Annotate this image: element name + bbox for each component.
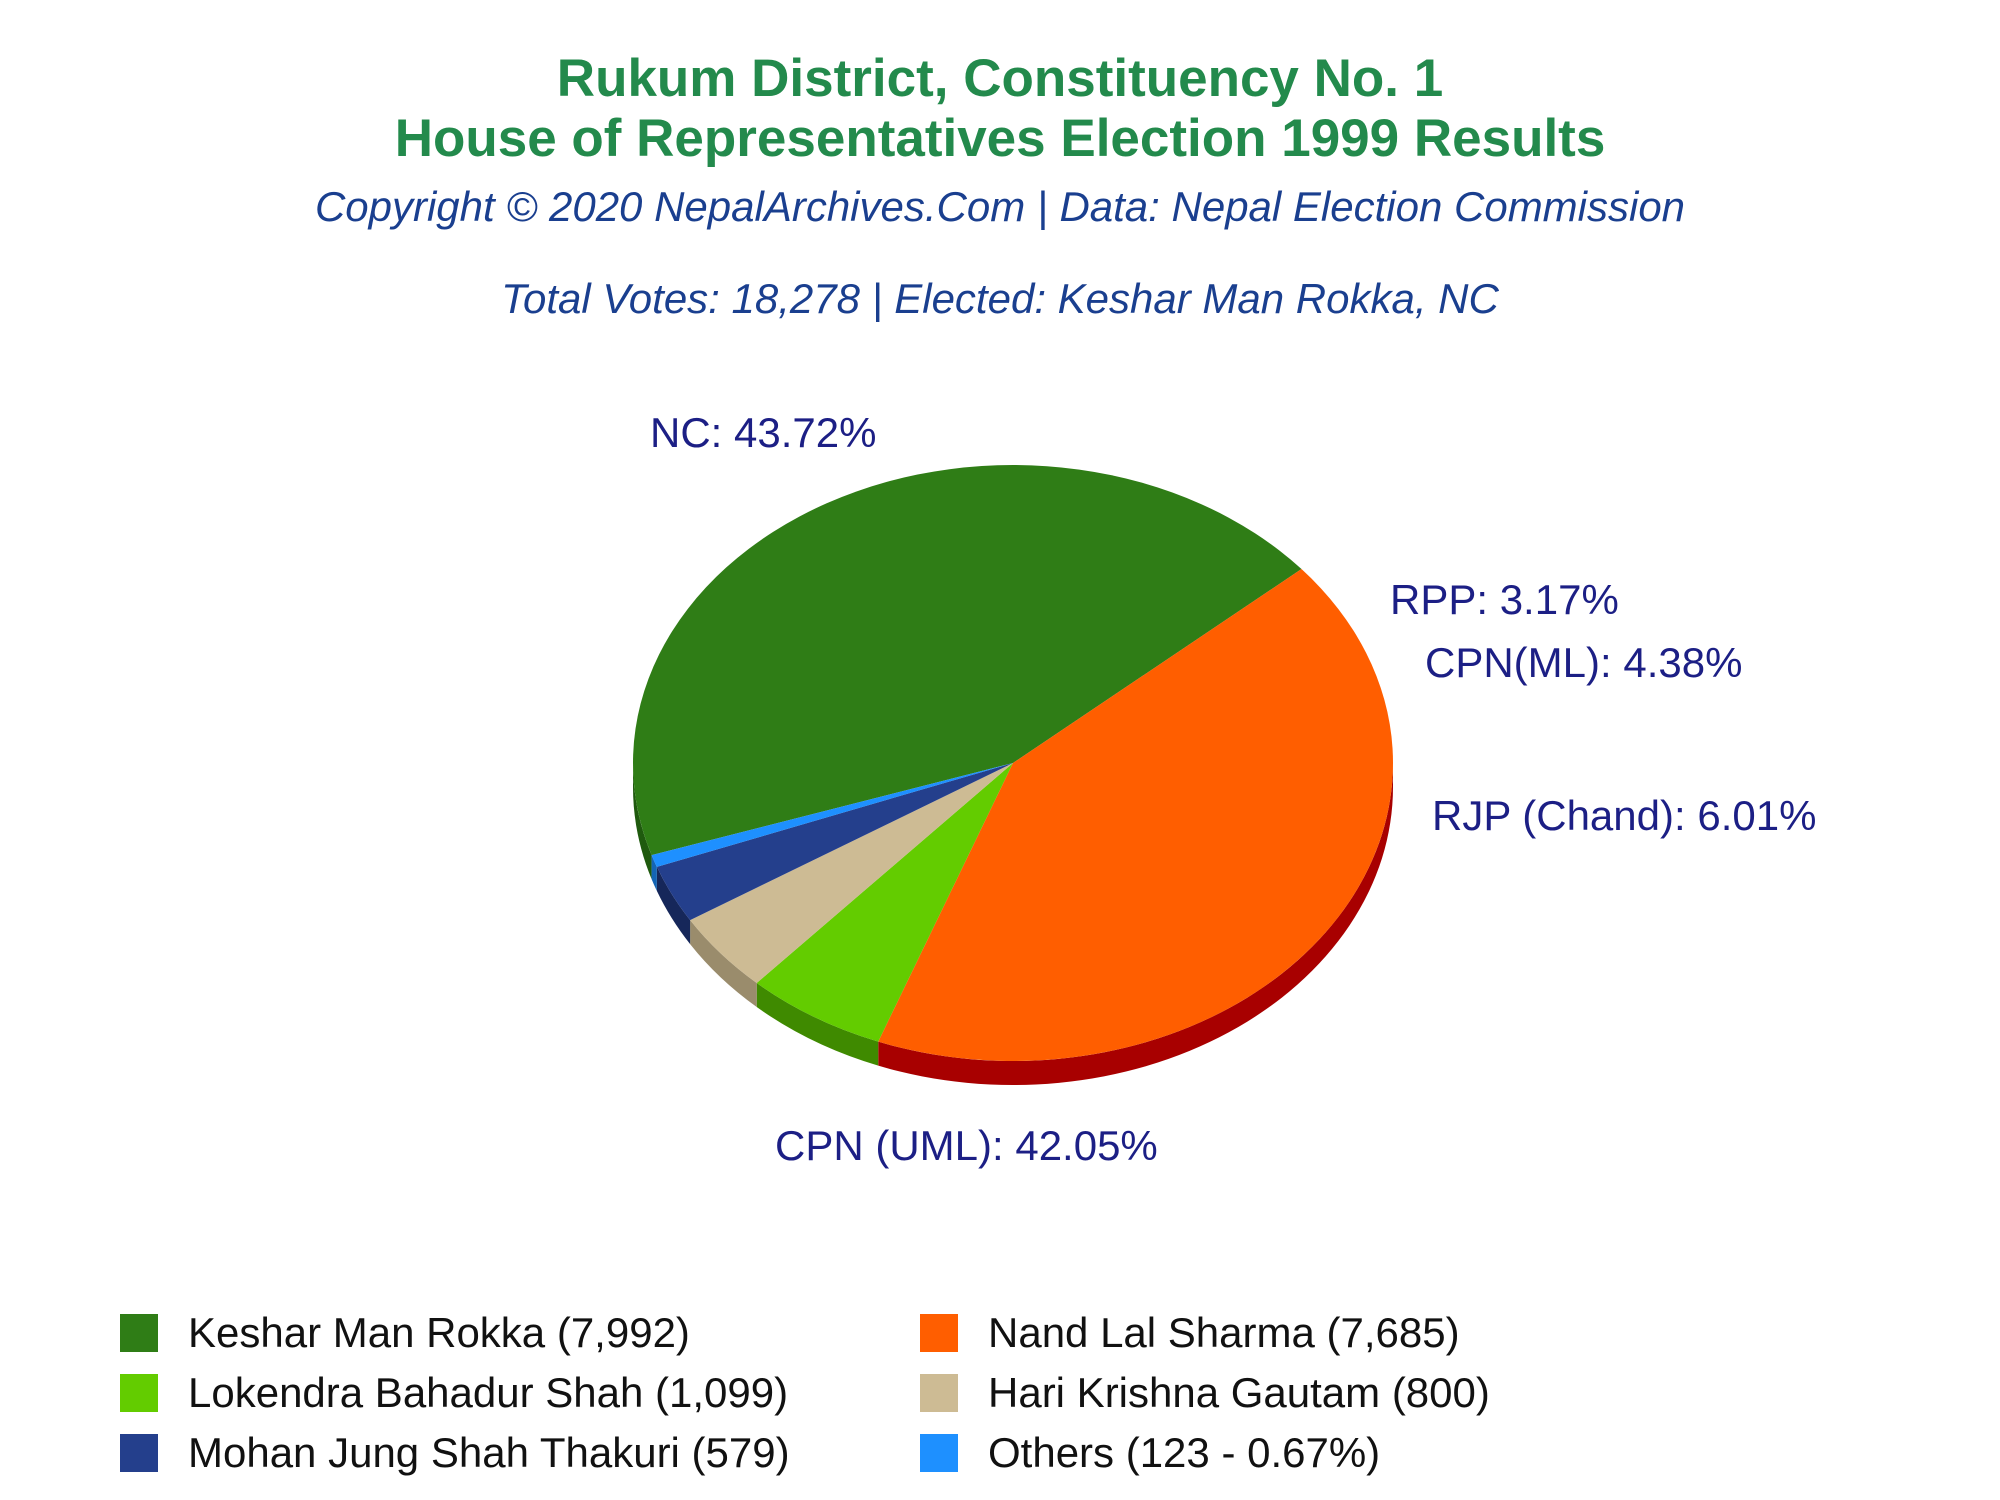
legend-label: Mohan Jung Shah Thakuri (579) (188, 1429, 790, 1476)
legend-item: Lokendra Bahadur Shah (1,099) (120, 1365, 788, 1421)
pie-labels-group: NC: 43.72% CPN (UML): 42.05% RJP (Chand): … (650, 409, 1816, 1169)
legend-swatch (120, 1434, 158, 1472)
legend-label: Nand Lal Sharma (7,685) (988, 1309, 1460, 1356)
pie-side-others (651, 855, 657, 891)
pie-slice-cpn-ml (690, 763, 1013, 984)
slice-label-rpp: RPP: 3.17% (1390, 576, 1619, 623)
legend-swatch (120, 1374, 158, 1412)
pie-slice-nc (633, 465, 1302, 856)
slice-label-cpn-ml: CPN(ML): 4.38% (1425, 639, 1742, 686)
pie-slice-cpn-uml (878, 569, 1394, 1061)
pie-side-group (633, 763, 1393, 1085)
legend-label: Lokendra Bahadur Shah (1,099) (188, 1369, 789, 1416)
pie-side-rjp-chand (756, 983, 879, 1066)
legend-swatch (920, 1434, 958, 1472)
legend-item: Others (123 - 0.67%) (920, 1425, 1380, 1481)
legend-swatch (120, 1314, 158, 1352)
legend-item: Mohan Jung Shah Thakuri (579) (120, 1425, 790, 1481)
pie-slice-others (651, 763, 1013, 867)
summary-subtitle: Total Votes: 18,278 | Elected: Keshar Ma… (501, 275, 1499, 322)
copyright-subtitle: Copyright © 2020 NepalArchives.Com | Dat… (314, 183, 1686, 230)
pie-side-nc (633, 763, 652, 880)
slice-label-rjp-chand: RJP (Chand): 6.01% (1432, 792, 1816, 839)
legend-label: Others (123 - 0.67%) (988, 1429, 1381, 1476)
chart-title-line1: Rukum District, Constituency No. 1 (556, 49, 1444, 108)
pie-side-rpp (656, 866, 691, 945)
legend-item: Hari Krishna Gautam (800) (920, 1365, 1490, 1421)
legend-item: Keshar Man Rokka (7,992) (120, 1305, 690, 1361)
legend-label: Hari Krishna Gautam (800) (988, 1369, 1490, 1416)
legend-swatch (920, 1374, 958, 1412)
pie-top-group (633, 465, 1394, 1061)
pie-side-cpn-uml (878, 763, 1393, 1085)
pie-slice-rpp (656, 763, 1013, 921)
legend-item: Nand Lal Sharma (7,685) (920, 1305, 1460, 1361)
legend-label: Keshar Man Rokka (7,992) (188, 1309, 690, 1356)
legend-swatch (920, 1314, 958, 1352)
slice-label-cpn-uml: CPN (UML): 42.05% (775, 1122, 1158, 1169)
pie-slice-rjp-chand (756, 763, 1013, 1042)
slice-label-nc: NC: 43.72% (650, 409, 876, 456)
chart-title-line2: House of Representatives Election 1999 R… (394, 109, 1606, 168)
pie-side-cpn-ml (690, 920, 757, 1008)
pie-chart: NC: 43.72% CPN (UML): 42.05% RJP (Chand): … (633, 409, 1816, 1169)
